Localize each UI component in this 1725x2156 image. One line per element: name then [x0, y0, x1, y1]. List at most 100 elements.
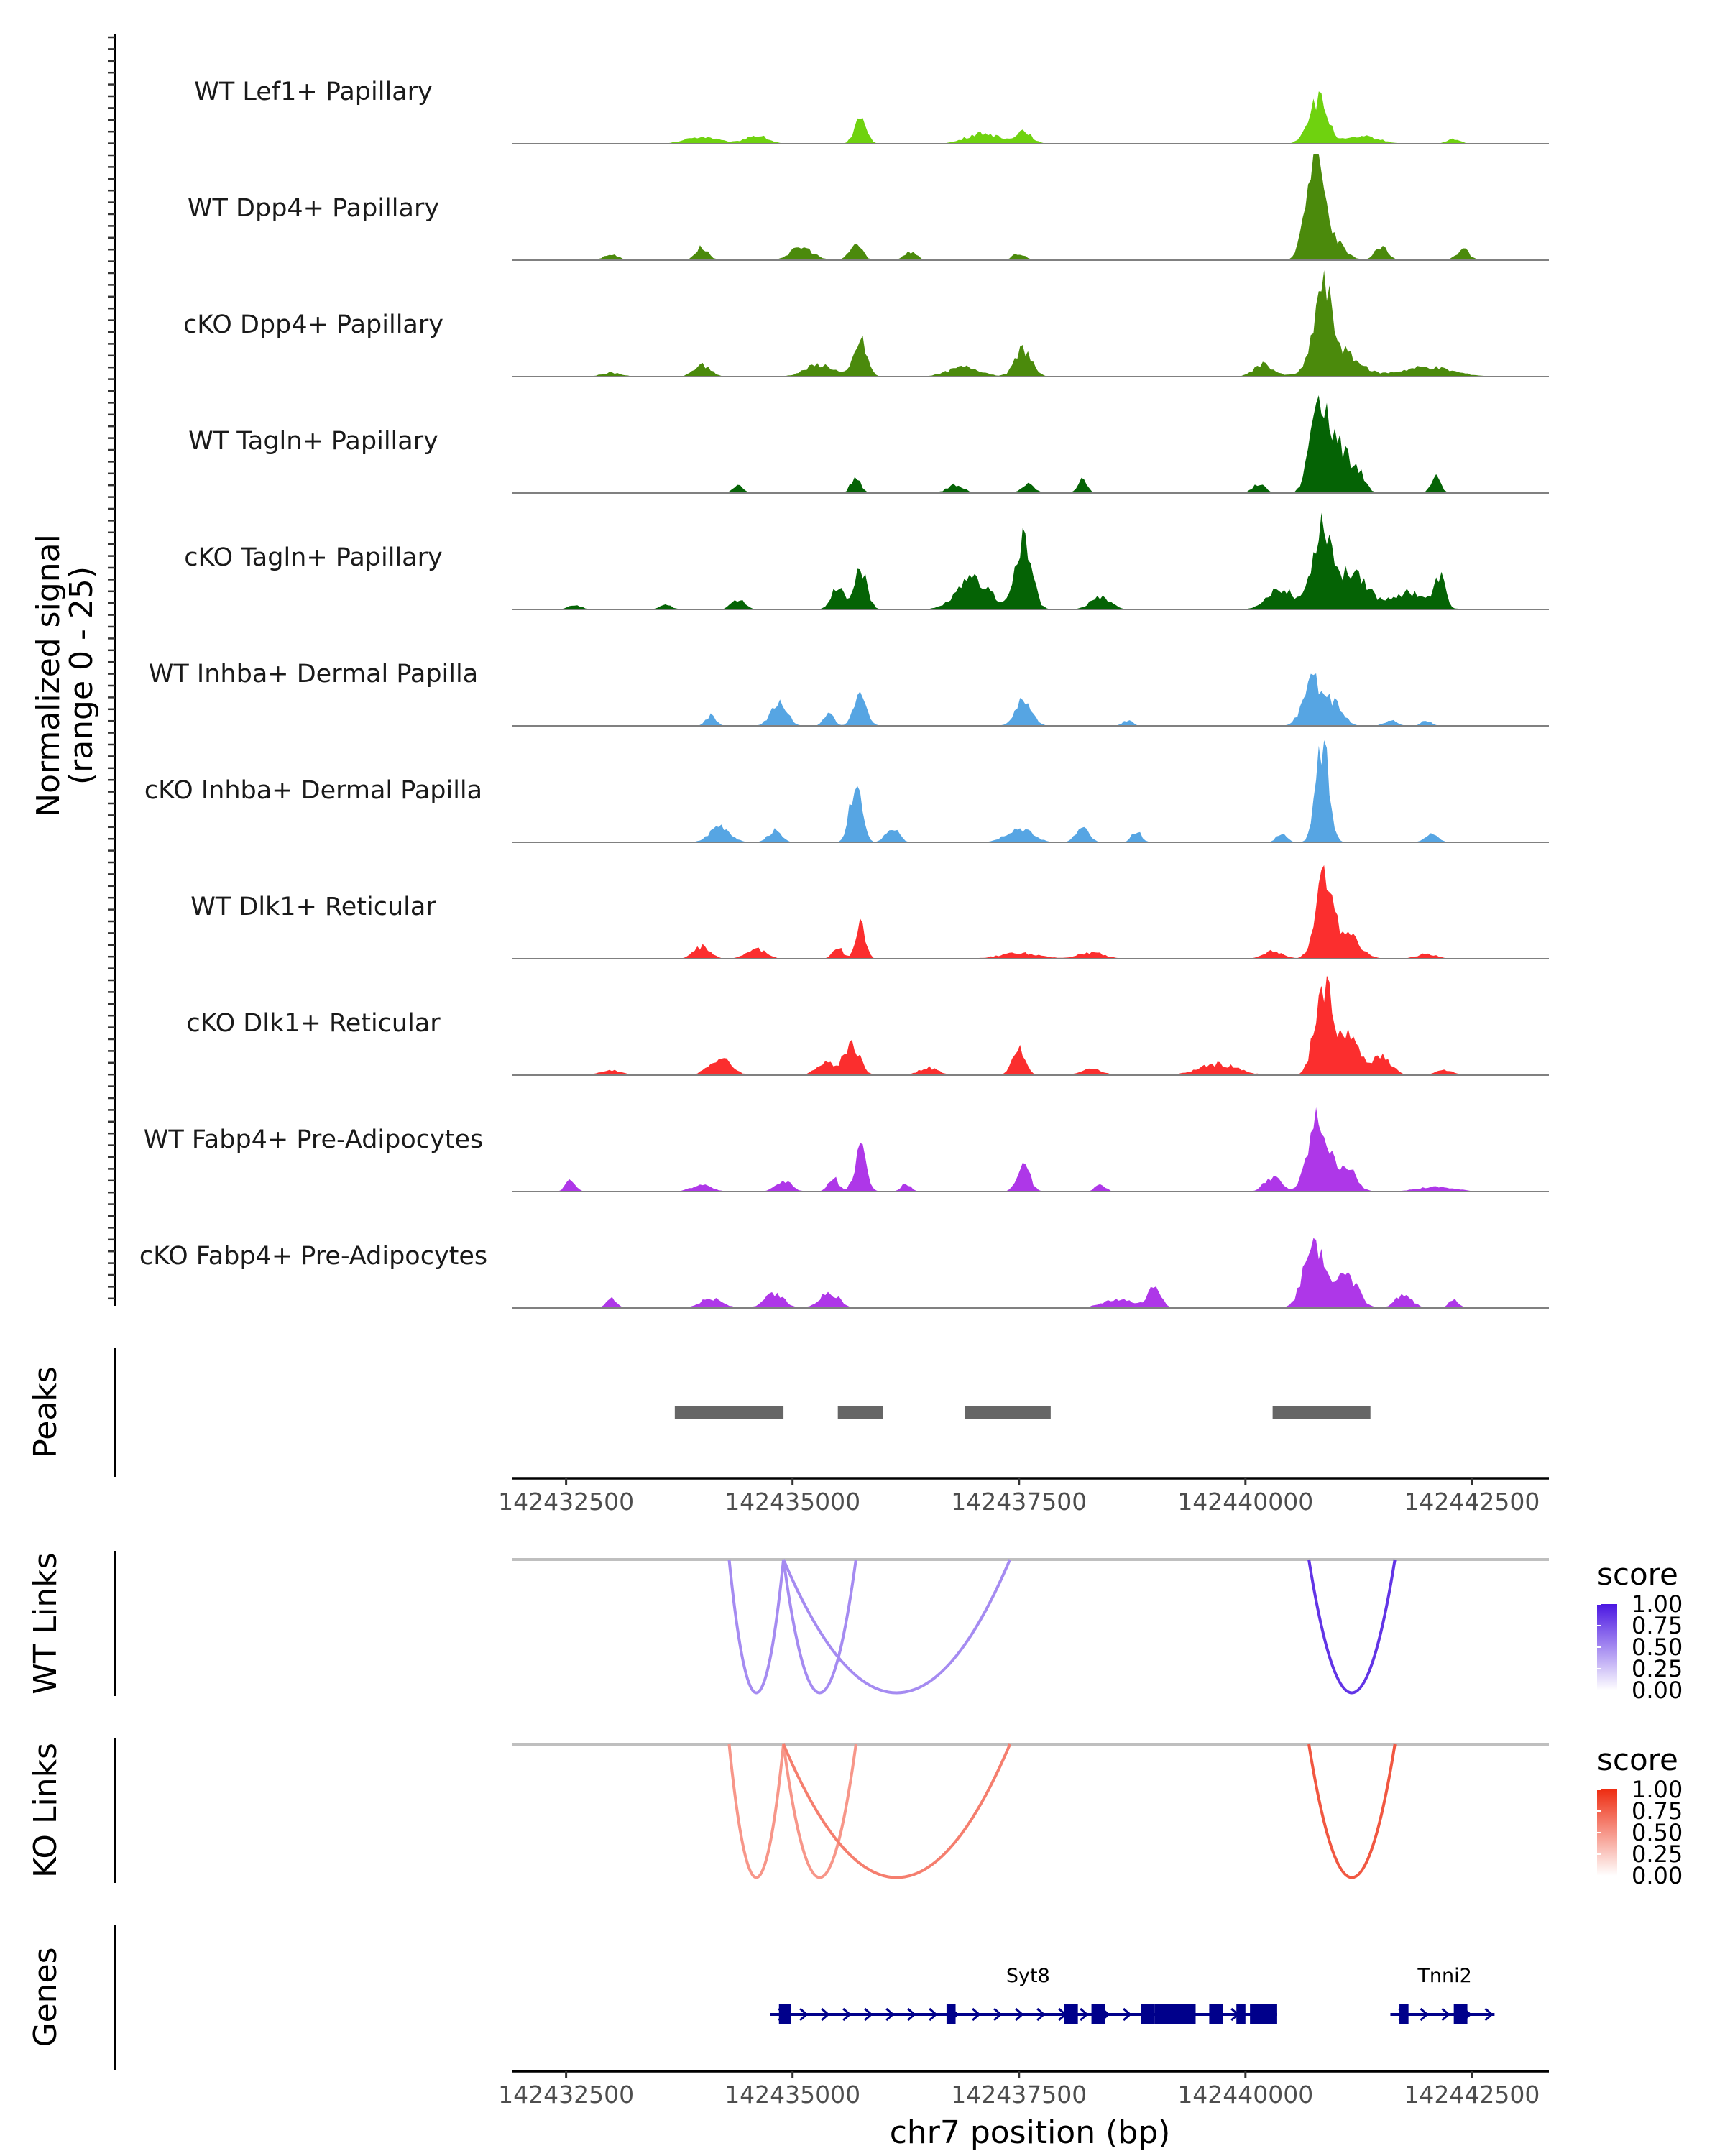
- ko-link-arcs: [727, 1743, 1397, 1879]
- link-arc: [727, 1743, 786, 1879]
- coverage-track-label: WT Inhba+ Dermal Papilla: [149, 660, 478, 688]
- ko-links-label: KO Links: [27, 1743, 64, 1878]
- coverage-signal-area: [548, 740, 1509, 842]
- coverage-track-label: WT Fabp4+ Pre-Adipocytes: [144, 1125, 483, 1154]
- coverage-signal-area: [548, 154, 1509, 260]
- gene-strand-arrow: [864, 2007, 873, 2022]
- gene-exon: [1399, 2004, 1409, 2024]
- gene-strand-arrow: [1015, 2007, 1024, 2022]
- legend-tick-label: 0.25: [1632, 1655, 1683, 1682]
- x-tick-label: 142432500: [498, 2081, 634, 2109]
- gene-strand-arrow: [886, 2007, 895, 2022]
- gene-exon: [1064, 2004, 1078, 2024]
- gene-exon: [1154, 2004, 1196, 2024]
- coverage-track: WT Dpp4+ Papillary: [188, 154, 1549, 261]
- x-axis-middle: 142432500 142435000 142437500 142440000 1424…: [498, 1477, 1549, 1516]
- gene-strand-arrow: [842, 2007, 852, 2022]
- coverage-track: WT Fabp4+ Pre-Adipocytes: [144, 1107, 1549, 1192]
- peak-region-bar: [674, 1406, 784, 1419]
- coverage-track-label: WT Tagln+ Papillary: [188, 427, 438, 456]
- x-tick-label: 142440000: [1177, 2081, 1313, 2109]
- coverage-track: cKO Inhba+ Dermal Papilla: [144, 740, 1549, 843]
- gene-strand-arrow: [993, 2007, 1003, 2022]
- legend-tick-label: 1.00: [1632, 1776, 1683, 1803]
- coverage-track: WT Dlk1+ Reticular: [190, 865, 1549, 959]
- coverage-signal-area: [548, 395, 1509, 493]
- ko-legend-title: score: [1597, 1742, 1678, 1777]
- x-tick-label: 142437500: [951, 1488, 1087, 1516]
- gene-exon: [1091, 2004, 1105, 2024]
- gene-name-label: Tnni2: [1417, 1965, 1471, 1987]
- link-arc: [1307, 1743, 1397, 1879]
- coverage-track: WT Lef1+ Papillary: [194, 78, 1549, 144]
- coverage-signal-area: [548, 512, 1509, 609]
- gene-model: Syt8: [770, 1965, 1277, 2024]
- coverage-signal-area: [548, 91, 1509, 144]
- gene-name-label: Syt8: [1006, 1965, 1050, 1987]
- peak-region-bar: [1272, 1406, 1371, 1419]
- coverage-track: WT Inhba+ Dermal Papilla: [149, 660, 1549, 727]
- wt-links-label: WT Links: [27, 1552, 64, 1694]
- coverage-track-label: cKO Tagln+ Papillary: [184, 543, 443, 572]
- x-axis-bottom: chr7 position (bp) 142432500 142435000 142…: [498, 2070, 1549, 2151]
- link-arc: [782, 1559, 1011, 1695]
- coverage-track-label: cKO Inhba+ Dermal Papilla: [144, 776, 482, 805]
- peak-region-bar: [837, 1406, 883, 1419]
- gene-model: Tnni2: [1390, 1965, 1495, 2024]
- coverage-track: cKO Fabp4+ Pre-Adipocytes: [139, 1238, 1549, 1309]
- wt-legend-title: score: [1597, 1557, 1678, 1592]
- coverage-signal-area: [548, 270, 1509, 377]
- link-arc: [1307, 1559, 1397, 1695]
- gene-exon: [946, 2004, 956, 2024]
- coverage-y-ticks: [108, 36, 115, 1300]
- coverage-track-label: WT Dpp4+ Papillary: [188, 194, 439, 223]
- peak-region-bar: [965, 1406, 1051, 1419]
- gene-strand-arrow: [821, 2007, 830, 2022]
- x-tick-label: 142432500: [498, 1488, 634, 1516]
- coverage-signal-area: [548, 673, 1509, 726]
- coverage-signal-area: [548, 1238, 1509, 1308]
- link-arc: [782, 1743, 857, 1879]
- gene-exon: [1250, 2004, 1277, 2024]
- gene-strand-arrow: [907, 2007, 916, 2022]
- x-axis-title: chr7 position (bp): [890, 2114, 1171, 2151]
- coverage-track: cKO Dlk1+ Reticular: [186, 975, 1549, 1076]
- genes-track-label: Genes: [27, 1947, 64, 2047]
- genes-panel: Genes Syt8 Tnni2: [27, 1925, 1495, 2070]
- x-tick-label: 142435000: [724, 1488, 860, 1516]
- gene-exon: [1141, 2004, 1155, 2024]
- gene-models: Syt8 Tnni2: [770, 1965, 1495, 2024]
- gene-exon: [1236, 2004, 1246, 2024]
- gene-strand-arrow: [1441, 2007, 1450, 2022]
- legend-tick-label: 0.25: [1632, 1841, 1683, 1868]
- coverage-track: cKO Tagln+ Papillary: [184, 512, 1549, 610]
- coverage-track-label: WT Lef1+ Papillary: [194, 78, 433, 106]
- coverage-track: cKO Dpp4+ Papillary: [183, 270, 1549, 377]
- x-tick-label: 142435000: [724, 2081, 860, 2109]
- legend-tick-label: 0.50: [1632, 1634, 1683, 1661]
- ko-links-panel: KO Links: [27, 1738, 1549, 1883]
- legend-tick-label: 0.75: [1632, 1797, 1683, 1825]
- coverage-y-title-line2: (range 0 - 25): [63, 566, 100, 785]
- x-tick-label: 142442500: [1404, 2081, 1540, 2109]
- coverage-track-label: WT Dlk1+ Reticular: [190, 893, 436, 921]
- legend-tick-label: 0.00: [1632, 1862, 1683, 1889]
- x-tick-label: 142442500: [1404, 1488, 1540, 1516]
- wt-links-panel: WT Links: [27, 1551, 1549, 1696]
- coverage-tracks: WT Lef1+ Papillary WT Dpp4+ Papillary cKO …: [139, 78, 1549, 1309]
- peak-regions: [674, 1406, 1371, 1419]
- legend-tick-label: 0.50: [1632, 1819, 1683, 1846]
- coverage-track-label: cKO Dlk1+ Reticular: [186, 1009, 441, 1038]
- coverage-signal-area: [548, 865, 1509, 959]
- gene-strand-arrow: [1484, 2007, 1494, 2022]
- gene-strand-arrow: [799, 2007, 809, 2022]
- coverage-y-title-line1: Normalized signal: [30, 534, 67, 817]
- gene-strand-arrow: [929, 2007, 938, 2022]
- coverage-track-label: cKO Fabp4+ Pre-Adipocytes: [139, 1242, 487, 1271]
- coverage-panel: Normalized signal (range 0 - 25) WT Lef1…: [30, 34, 1549, 1309]
- peaks-panel: Peaks: [27, 1348, 1371, 1477]
- gene-strand-arrow: [972, 2007, 981, 2022]
- gene-strand-arrow: [1080, 2007, 1089, 2022]
- wt-link-arcs: [727, 1559, 1397, 1695]
